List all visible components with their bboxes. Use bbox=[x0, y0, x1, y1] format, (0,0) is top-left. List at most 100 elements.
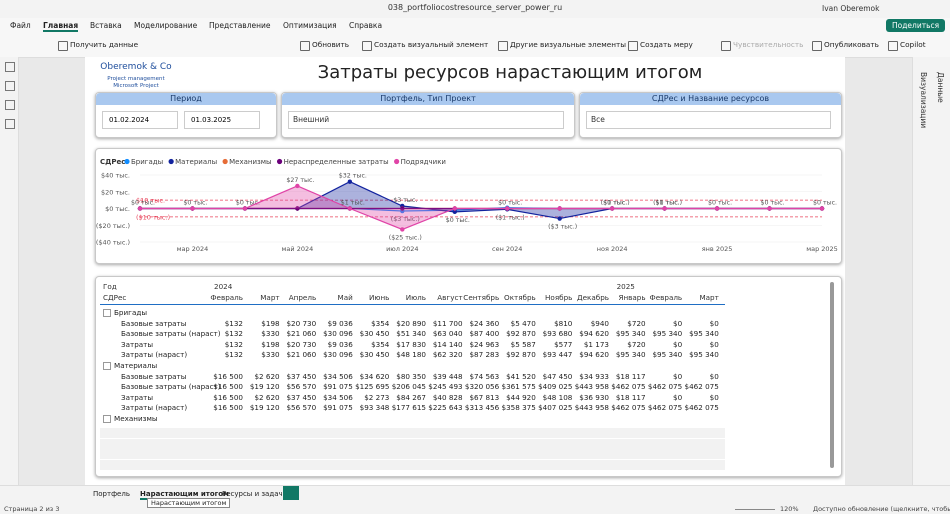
ribbon-tab[interactable]: Вставка bbox=[90, 21, 122, 30]
ribbon-tab[interactable]: Оптимизация bbox=[283, 21, 337, 30]
table-cell: $0 bbox=[673, 318, 683, 328]
row-label: Затраты bbox=[121, 339, 154, 349]
header-rule bbox=[100, 304, 725, 305]
table-cell: $940 bbox=[590, 318, 609, 328]
ribbon-icon bbox=[888, 41, 898, 51]
ribbon-tab[interactable]: Представление bbox=[209, 21, 271, 30]
row-label: Базовые затраты (нараст) bbox=[121, 329, 221, 339]
table-cell: $132 bbox=[224, 329, 243, 339]
ribbon-button[interactable]: Создать меру bbox=[640, 40, 693, 49]
title-bar bbox=[0, 0, 950, 18]
update-notice[interactable]: Доступно обновление (щелкните, чтобы ска… bbox=[813, 505, 950, 513]
page-tab[interactable]: Ресурсы и задачи bbox=[222, 490, 288, 498]
table-cell: $0 bbox=[709, 318, 719, 328]
add-page[interactable] bbox=[283, 486, 299, 500]
rail-icon[interactable] bbox=[5, 100, 15, 110]
logo-text: Oberemok & Co bbox=[100, 62, 172, 72]
table-cell: $95 340 bbox=[615, 350, 646, 360]
left-rail bbox=[0, 57, 19, 485]
page-tab[interactable]: Портфель bbox=[93, 490, 130, 498]
table-cell: $24 360 bbox=[469, 318, 500, 328]
ribbon-tab[interactable]: Главная bbox=[43, 21, 79, 32]
group-label: Бригады bbox=[114, 308, 147, 317]
ribbon-button[interactable]: Создать визуальный элемент bbox=[374, 40, 489, 49]
table-cell: $92 870 bbox=[506, 329, 536, 339]
table-cell: $0 bbox=[709, 339, 719, 349]
zoom-slider bbox=[735, 509, 775, 510]
dropdown[interactable]: Внешний bbox=[288, 111, 564, 129]
table-cell: $40 828 bbox=[432, 392, 463, 402]
table-cell: $245 493 bbox=[428, 382, 463, 392]
table-cell: $16 500 bbox=[213, 392, 243, 402]
table-cell: $37 450 bbox=[286, 392, 317, 402]
table-cell: $48 180 bbox=[396, 350, 426, 360]
table-cell: $0 bbox=[673, 392, 683, 402]
row-band bbox=[100, 428, 725, 438]
row-band bbox=[100, 438, 725, 449]
rail-icon[interactable] bbox=[5, 62, 15, 72]
table-cell: $87 400 bbox=[469, 329, 500, 339]
month-header: Май bbox=[337, 293, 353, 302]
ribbon-button[interactable]: Copilot bbox=[900, 40, 926, 49]
table-cell: $9 036 bbox=[327, 339, 353, 349]
month-header: Февраль bbox=[649, 293, 683, 302]
ribbon-tab[interactable]: Файл bbox=[10, 21, 31, 30]
table-cell: $462 075 bbox=[684, 382, 719, 392]
table-cell: $94 620 bbox=[579, 329, 609, 339]
table-cell: $11 700 bbox=[432, 318, 463, 328]
ribbon-button[interactable]: Другие визуальные элементы bbox=[510, 40, 626, 49]
rail-icon[interactable] bbox=[5, 81, 15, 91]
table-cell: $125 695 bbox=[355, 382, 390, 392]
table-cell: $93 348 bbox=[359, 403, 390, 413]
table-cell: $198 bbox=[261, 339, 280, 349]
expand-icon[interactable] bbox=[103, 309, 111, 317]
date-input[interactable]: 01.03.2025 bbox=[184, 111, 260, 129]
ribbon-tab[interactable]: Справка bbox=[349, 21, 383, 30]
table-cell: $18 117 bbox=[615, 371, 646, 381]
table-cell: $132 bbox=[224, 318, 243, 328]
table-cell: $44 920 bbox=[506, 392, 536, 402]
table-cell: $2 620 bbox=[254, 392, 280, 402]
table-cell: $354 bbox=[371, 318, 390, 328]
ribbon-button[interactable]: Опубликовать bbox=[824, 40, 879, 49]
table-cell: $5 470 bbox=[510, 318, 536, 328]
table-cell: $206 045 bbox=[391, 382, 426, 392]
table-cell: $361 575 bbox=[501, 382, 536, 392]
table-cell: $19 120 bbox=[249, 403, 280, 413]
table-cell: $87 283 bbox=[469, 350, 500, 360]
table-cell: $358 375 bbox=[501, 403, 536, 413]
table-cell: $14 140 bbox=[432, 339, 463, 349]
table-cell: $462 075 bbox=[684, 403, 719, 413]
scrollbar bbox=[830, 282, 834, 468]
status-bar bbox=[0, 503, 950, 514]
group-label: Материалы bbox=[114, 361, 158, 370]
table-cell: $16 500 bbox=[213, 371, 243, 381]
month-header: Март bbox=[260, 293, 280, 302]
chart-card bbox=[95, 148, 842, 264]
date-input[interactable]: 01.02.2024 bbox=[102, 111, 178, 129]
table-cell: $330 bbox=[261, 329, 280, 339]
table-cell: $18 117 bbox=[615, 392, 646, 402]
pane-label[interactable]: Визуализации bbox=[919, 72, 928, 129]
share-button[interactable]: Поделиться bbox=[886, 19, 946, 32]
table-cell: $5 587 bbox=[510, 339, 536, 349]
table-cell: $0 bbox=[673, 371, 683, 381]
ribbon-button[interactable]: Чувствительность bbox=[733, 40, 804, 49]
table-cell: $30 096 bbox=[323, 350, 353, 360]
ribbon-tab[interactable]: Моделирование bbox=[134, 21, 198, 30]
logo-text: Microsoft Project bbox=[113, 83, 159, 89]
pane-label[interactable]: Данные bbox=[936, 72, 945, 103]
table-cell: $330 bbox=[261, 350, 280, 360]
ribbon-button[interactable]: Получить данные bbox=[70, 40, 139, 49]
table-cell: $56 570 bbox=[286, 403, 317, 413]
table-cell: $51 340 bbox=[396, 329, 426, 339]
table-cell: $720 bbox=[627, 339, 646, 349]
rail-icon[interactable] bbox=[5, 119, 15, 129]
dropdown[interactable]: Все bbox=[586, 111, 831, 129]
expand-icon[interactable] bbox=[103, 362, 111, 370]
table-cell: $443 958 bbox=[574, 403, 609, 413]
ribbon-button[interactable]: Обновить bbox=[312, 40, 350, 49]
expand-icon[interactable] bbox=[103, 415, 111, 423]
row-band bbox=[100, 459, 725, 470]
table-cell: $462 075 bbox=[611, 382, 646, 392]
